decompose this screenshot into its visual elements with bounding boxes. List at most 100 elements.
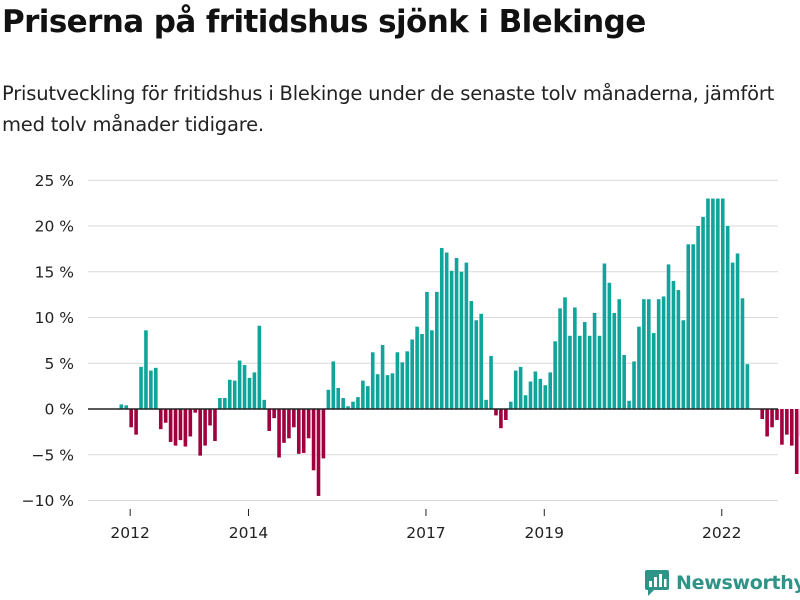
bar	[410, 339, 414, 409]
bar	[277, 409, 281, 458]
bar	[745, 364, 750, 409]
bar	[459, 271, 464, 409]
bar	[661, 296, 666, 409]
bar	[124, 405, 129, 409]
bar	[341, 398, 345, 409]
bar	[420, 333, 424, 409]
bar	[568, 335, 572, 409]
bar	[168, 409, 173, 442]
bar	[425, 291, 429, 409]
bar	[676, 290, 681, 409]
bar	[154, 367, 158, 409]
bar	[311, 409, 316, 471]
bar	[681, 320, 686, 409]
newsworthy-logo-icon	[645, 570, 669, 596]
bar	[331, 361, 336, 409]
bar	[563, 297, 567, 409]
bar	[282, 409, 286, 443]
bar	[232, 380, 237, 409]
bar	[193, 409, 198, 413]
bar	[272, 409, 276, 419]
bar	[173, 409, 178, 446]
bar	[454, 258, 459, 409]
bar	[504, 409, 508, 420]
bar	[119, 404, 124, 409]
bar	[691, 244, 695, 409]
bar	[415, 326, 419, 409]
bar	[370, 352, 375, 409]
bar	[647, 299, 651, 409]
bar	[789, 409, 794, 446]
bar	[666, 264, 671, 409]
y-tick-label: 10 %	[35, 309, 74, 327]
bar	[489, 355, 493, 409]
y-tick-label: 15 %	[35, 263, 74, 281]
x-axis-ticks: 201220142017201920222024	[110, 509, 741, 542]
bar	[336, 387, 341, 409]
bar	[252, 372, 257, 409]
bar	[706, 198, 710, 409]
bar	[794, 409, 799, 474]
bar	[730, 262, 735, 409]
bar	[607, 282, 612, 409]
bar	[760, 409, 764, 420]
bar	[642, 299, 646, 409]
bar	[439, 247, 444, 409]
bar	[218, 398, 222, 409]
bar	[701, 216, 705, 409]
bar	[366, 386, 370, 409]
bar	[573, 307, 577, 409]
y-axis-ticks: −10 % −5 % 0 % 5 % 10 % 15 % 20 % 25 %	[22, 172, 74, 510]
bar	[346, 406, 350, 409]
bar	[178, 409, 183, 441]
bar	[390, 373, 395, 409]
y-tick-label: 5 %	[44, 355, 74, 373]
bar	[375, 374, 380, 409]
bar	[469, 301, 474, 409]
x-tick-label: 2012	[110, 524, 149, 542]
bar	[296, 409, 301, 454]
bar	[183, 409, 188, 447]
bar	[242, 365, 247, 409]
bar	[134, 409, 138, 435]
bar	[301, 409, 306, 453]
bar	[351, 401, 355, 409]
bar	[582, 322, 587, 409]
bar	[494, 409, 498, 416]
bar	[208, 409, 212, 426]
bar	[203, 409, 207, 446]
y-tick-label: 25 %	[35, 172, 74, 190]
bar	[380, 344, 385, 409]
bar	[637, 326, 641, 409]
bar	[361, 380, 365, 409]
bar	[513, 370, 518, 409]
bar	[257, 325, 262, 409]
bar	[400, 362, 405, 409]
bar	[543, 385, 548, 409]
bar	[262, 399, 267, 409]
bar	[163, 409, 168, 423]
bar	[227, 379, 232, 409]
bar	[144, 330, 148, 409]
bar	[711, 198, 715, 409]
bar	[405, 351, 410, 409]
bar	[785, 409, 789, 435]
bar	[597, 335, 602, 409]
bar	[464, 262, 469, 409]
bar	[686, 244, 691, 409]
bar	[716, 198, 720, 409]
bar	[479, 313, 483, 409]
bar	[528, 381, 533, 409]
bar	[617, 299, 622, 409]
bar	[499, 409, 503, 429]
bar	[321, 409, 326, 459]
bar	[558, 308, 562, 409]
x-tick-label: 2017	[406, 524, 445, 542]
bar	[188, 409, 193, 437]
bar	[622, 355, 626, 409]
bar	[548, 372, 553, 409]
bar	[627, 400, 631, 409]
bar	[725, 226, 730, 409]
bar	[444, 252, 449, 409]
brand: Newsworthy	[644, 567, 800, 599]
